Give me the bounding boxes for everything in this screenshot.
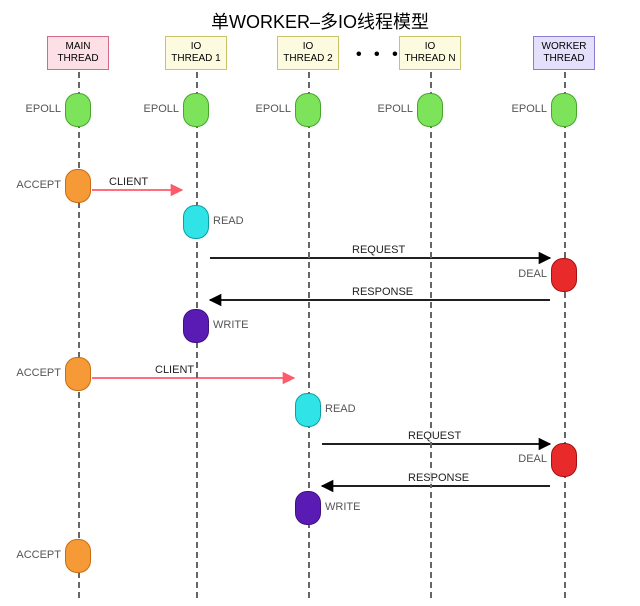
pill-label-epoll-0: EPOLL: [26, 103, 61, 115]
lane-header-worker: WORKER THREAD: [533, 36, 595, 70]
pill-label-deal-7: DEAL: [518, 268, 547, 280]
pill-label-read-10: READ: [325, 403, 356, 415]
lifeline-main: [78, 72, 80, 598]
lane-header-main: MAIN THREAD: [47, 36, 109, 70]
arrow-label-request-1: REQUEST: [350, 244, 407, 256]
pill-accept-13: [65, 539, 91, 573]
diagram-title: 单WORKER–多IO线程模型: [0, 8, 640, 34]
pill-label-accept-13: ACCEPT: [16, 549, 61, 561]
pill-epoll-4: [551, 93, 577, 127]
ellipsis: • • •: [356, 46, 402, 64]
pill-epoll-1: [183, 93, 209, 127]
pill-label-epoll-4: EPOLL: [512, 103, 547, 115]
lane-header-ion: IO THREAD N: [399, 36, 461, 70]
pill-accept-9: [65, 357, 91, 391]
pill-label-epoll-3: EPOLL: [378, 103, 413, 115]
lifeline-worker: [564, 72, 566, 598]
arrow-label-client-3: CLIENT: [153, 364, 196, 376]
arrow-label-response-2: RESPONSE: [350, 286, 415, 298]
pill-epoll-3: [417, 93, 443, 127]
pill-label-write-8: WRITE: [213, 319, 248, 331]
pill-epoll-2: [295, 93, 321, 127]
pill-deal-7: [551, 258, 577, 292]
pill-epoll-0: [65, 93, 91, 127]
lifeline-ion: [430, 72, 432, 598]
pill-label-accept-5: ACCEPT: [16, 179, 61, 191]
arrow-label-request-4: REQUEST: [406, 430, 463, 442]
pill-read-6: [183, 205, 209, 239]
lane-header-io2: IO THREAD 2: [277, 36, 339, 70]
pill-write-8: [183, 309, 209, 343]
pill-read-10: [295, 393, 321, 427]
pill-label-accept-9: ACCEPT: [16, 367, 61, 379]
pill-accept-5: [65, 169, 91, 203]
pill-label-epoll-1: EPOLL: [144, 103, 179, 115]
pill-label-epoll-2: EPOLL: [256, 103, 291, 115]
pill-label-read-6: READ: [213, 215, 244, 227]
pill-label-deal-11: DEAL: [518, 453, 547, 465]
pill-label-write-12: WRITE: [325, 501, 360, 513]
pill-deal-11: [551, 443, 577, 477]
pill-write-12: [295, 491, 321, 525]
lane-header-io1: IO THREAD 1: [165, 36, 227, 70]
arrow-label-client-0: CLIENT: [107, 176, 150, 188]
arrow-label-response-5: RESPONSE: [406, 472, 471, 484]
